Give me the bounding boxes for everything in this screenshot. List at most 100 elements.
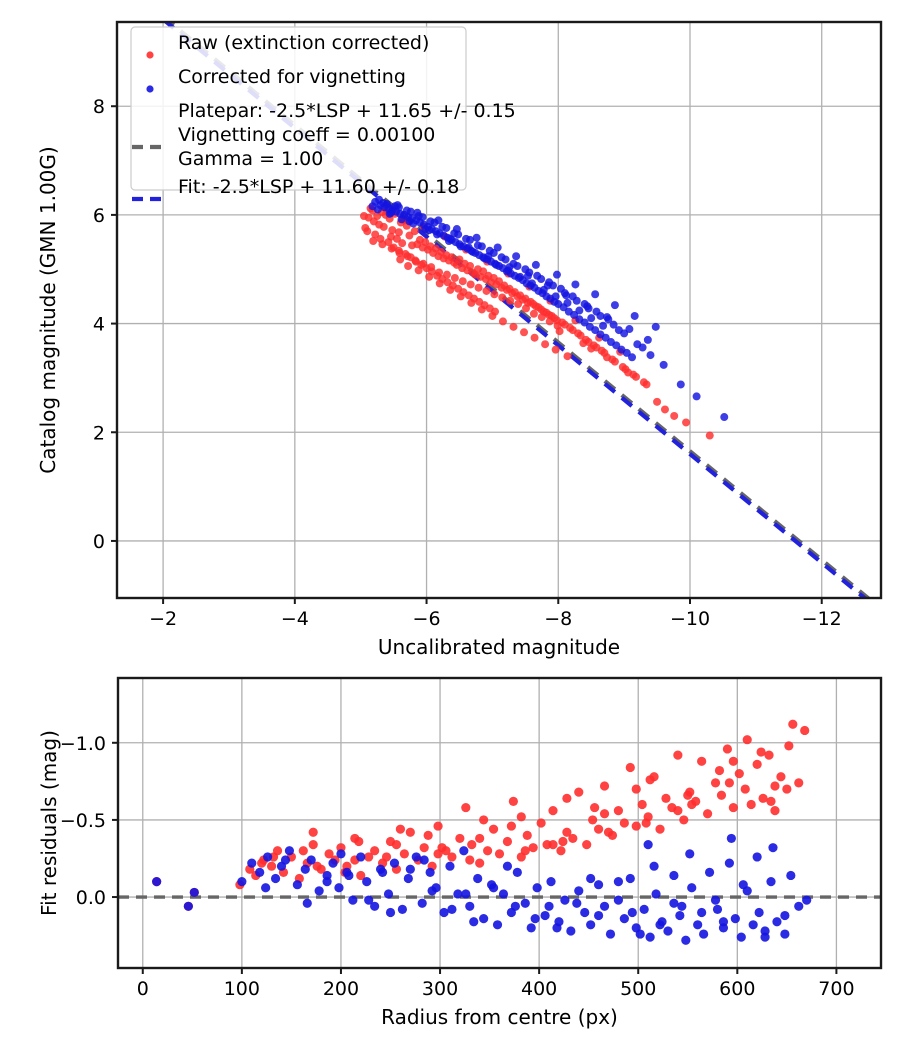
axes-photometric-calibration: −2 −4 −6 −8 −10 −12 0 2 4 6 8 Uncalibrated magnitud…	[36, 20, 883, 659]
data-point	[705, 431, 714, 440]
data-point	[434, 216, 443, 225]
x-tick-label: 700	[818, 978, 854, 1000]
data-point	[622, 348, 631, 357]
data-point	[354, 836, 364, 847]
data-point	[433, 821, 443, 831]
legend-entry: Platepar: -2.5*LSP + 11.65 +/- 0.15Vigne…	[132, 100, 516, 170]
x-axis-label: Radius from centre (px)	[381, 1005, 618, 1029]
data-point	[726, 833, 736, 844]
data-point	[405, 231, 414, 240]
y-tick-label: 0	[93, 531, 105, 553]
data-point	[479, 914, 489, 924]
data-point	[591, 326, 600, 335]
data-point	[520, 846, 530, 856]
data-point	[369, 236, 378, 245]
legend-box	[130, 26, 467, 191]
data-point	[583, 302, 592, 311]
data-point	[453, 889, 463, 899]
data-point	[620, 329, 629, 338]
data-point	[669, 870, 679, 881]
data-point	[427, 886, 437, 896]
legend-entry-label: Platepar: -2.5*LSP + 11.65 +/- 0.15	[178, 100, 516, 122]
data-point	[314, 886, 324, 896]
data-point	[800, 725, 810, 736]
data-point	[465, 901, 475, 911]
data-point	[702, 809, 713, 819]
data-point	[734, 769, 744, 779]
data-point	[645, 932, 655, 942]
data-point	[509, 322, 518, 331]
data-point	[582, 839, 592, 850]
data-point	[574, 329, 583, 338]
data-point	[782, 784, 792, 794]
data-point	[405, 864, 415, 874]
data-point	[368, 202, 377, 211]
data-layer	[118, 719, 881, 945]
data-point	[495, 277, 503, 286]
data-point	[394, 228, 403, 237]
data-point	[387, 244, 396, 253]
data-point	[479, 815, 489, 825]
data-point	[410, 227, 419, 236]
data-point	[324, 849, 334, 859]
data-point	[758, 793, 768, 803]
data-point	[403, 873, 413, 884]
data-point	[670, 411, 679, 420]
data-point	[548, 806, 558, 816]
data-point	[531, 260, 540, 269]
legend-entry-label: Corrected for vignetting	[178, 66, 406, 88]
data-point	[516, 272, 525, 281]
data-point	[474, 283, 483, 292]
data-point	[683, 790, 693, 800]
data-point	[396, 255, 405, 264]
data-point	[784, 741, 794, 751]
data-point	[555, 327, 564, 336]
data-point	[475, 858, 485, 868]
x-tick-label: −8	[544, 608, 572, 630]
data-point	[649, 861, 659, 871]
data-point	[419, 843, 429, 853]
data-point	[362, 877, 372, 887]
data-point	[255, 867, 265, 877]
data-point	[450, 273, 459, 282]
x-tick-label: −10	[670, 608, 710, 630]
data-point	[520, 898, 530, 908]
data-point	[435, 268, 444, 277]
data-point	[456, 242, 465, 251]
data-point	[419, 259, 428, 268]
data-point	[764, 750, 774, 760]
data-point	[322, 877, 332, 887]
data-point	[411, 852, 421, 862]
data-point	[593, 880, 604, 890]
data-point	[693, 920, 703, 930]
data-point	[599, 321, 608, 330]
data-point	[544, 901, 554, 911]
y-axis-label: Catalog magnitude (GMN 1.00G)	[36, 146, 60, 473]
data-point	[378, 240, 387, 249]
data-point	[388, 226, 397, 235]
data-point	[465, 855, 475, 865]
data-point	[312, 861, 322, 871]
data-point	[447, 253, 456, 262]
data-point	[599, 781, 610, 791]
data-point	[334, 883, 344, 893]
data-point	[446, 285, 455, 294]
data-point	[660, 405, 669, 414]
data-point	[714, 765, 725, 776]
data-point	[566, 926, 576, 936]
data-point	[752, 852, 762, 862]
y-axis-label: Fit residuals (mag)	[37, 730, 61, 916]
data-point	[397, 215, 406, 224]
data-point	[375, 195, 384, 204]
data-point	[392, 234, 401, 243]
data-point	[596, 311, 605, 320]
x-tick-label: 500	[620, 978, 656, 1000]
data-point	[508, 796, 518, 807]
data-point	[501, 255, 510, 264]
data-point	[587, 314, 596, 323]
data-point	[393, 201, 402, 210]
data-point	[675, 910, 685, 921]
axes-frame	[115, 20, 883, 600]
data-point	[631, 821, 641, 831]
